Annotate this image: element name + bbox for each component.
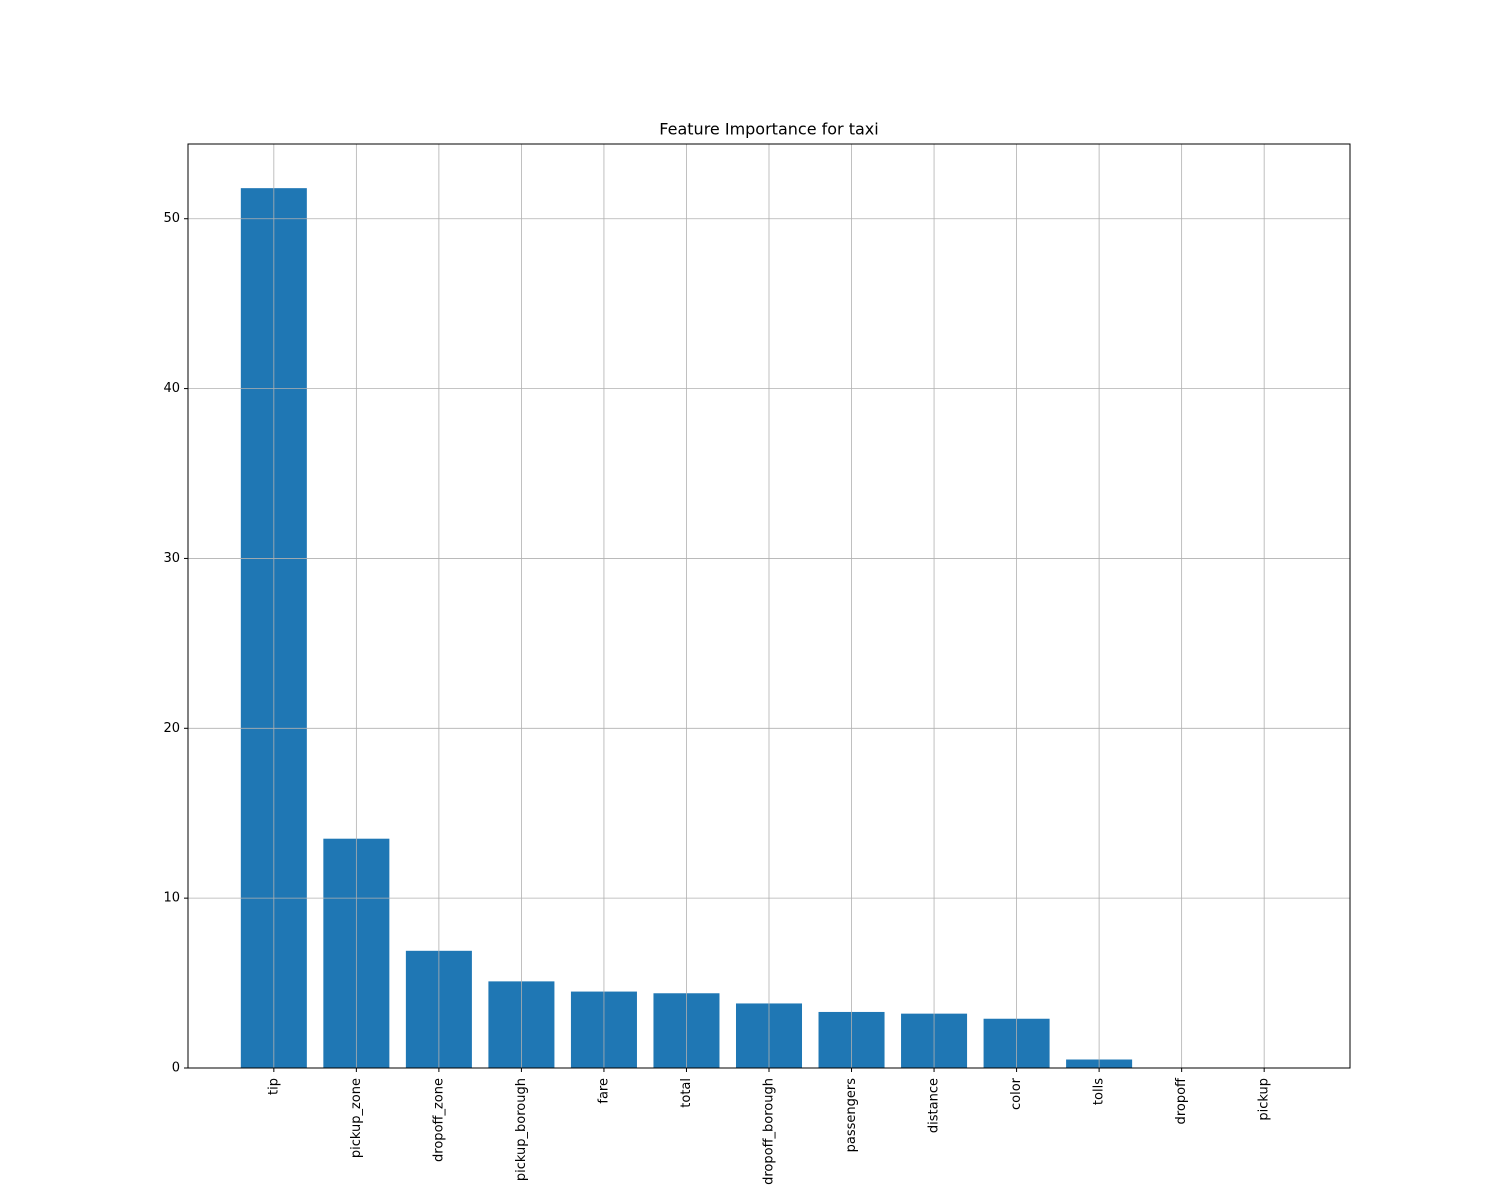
x-tick-label: dropoff_zone bbox=[431, 1078, 446, 1162]
x-tick-label: distance bbox=[927, 1078, 942, 1133]
y-tick-label: 20 bbox=[163, 721, 180, 736]
x-tick-label: dropoff_borough bbox=[762, 1078, 777, 1185]
y-tick-label: 0 bbox=[172, 1061, 180, 1076]
x-tick-label: fare bbox=[596, 1078, 611, 1104]
x-tick-label: color bbox=[1009, 1077, 1024, 1110]
x-tick-label: pickup_borough bbox=[514, 1078, 529, 1181]
x-tick-label: pickup bbox=[1257, 1078, 1272, 1121]
y-tick-label: 10 bbox=[163, 891, 180, 906]
y-tick-label: 30 bbox=[163, 551, 180, 566]
x-tick-label: passengers bbox=[844, 1078, 859, 1153]
y-tick-label: 50 bbox=[163, 211, 180, 226]
labels: 0 10 20 30 40 50 tip pickup_zone dropoff_zone pic… bbox=[163, 211, 1271, 1185]
x-tick-label: total bbox=[679, 1078, 694, 1108]
x-tick-label: tolls bbox=[1092, 1078, 1107, 1105]
x-tick-label: pickup_zone bbox=[349, 1078, 364, 1158]
x-tick-label: dropoff bbox=[1174, 1077, 1189, 1124]
x-tick-label: tip bbox=[266, 1078, 281, 1095]
y-tick-label: 40 bbox=[163, 381, 180, 396]
chart-title: Feature Importance for taxi bbox=[659, 120, 878, 139]
